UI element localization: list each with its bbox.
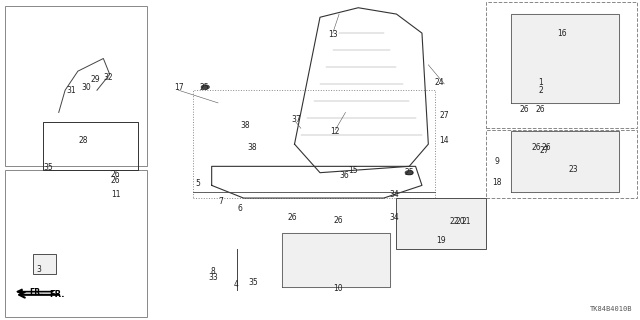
Text: 21: 21 (462, 217, 471, 226)
Text: 26: 26 (110, 170, 120, 179)
Text: 10: 10 (333, 284, 342, 293)
Text: 18: 18 (492, 178, 502, 187)
Text: 9: 9 (495, 157, 500, 166)
Text: 3: 3 (36, 265, 41, 274)
Text: 26: 26 (333, 216, 343, 225)
Bar (33, 253, 56, 274)
Text: 6: 6 (238, 204, 243, 213)
Text: 20: 20 (456, 217, 465, 226)
Text: 2: 2 (538, 86, 543, 95)
Text: 8: 8 (211, 267, 215, 276)
Text: 26: 26 (541, 143, 551, 152)
Text: 12: 12 (330, 127, 340, 136)
Text: 7: 7 (219, 197, 223, 206)
Polygon shape (282, 233, 390, 287)
Text: 13: 13 (328, 30, 337, 39)
Text: 34: 34 (390, 212, 399, 222)
Text: 25: 25 (404, 168, 414, 177)
Text: 32: 32 (103, 73, 113, 82)
Text: 31: 31 (66, 86, 76, 95)
Text: 16: 16 (557, 28, 567, 38)
Polygon shape (511, 14, 620, 103)
Text: 27: 27 (540, 146, 549, 155)
Text: 37: 37 (291, 115, 301, 124)
Text: 30: 30 (81, 83, 91, 92)
Text: FR.: FR. (49, 290, 65, 299)
Text: TK84B4010B: TK84B4010B (589, 306, 632, 312)
Text: 28: 28 (78, 136, 88, 146)
Text: 19: 19 (436, 236, 446, 245)
Bar (396, 198, 486, 249)
Bar (486, 2, 637, 128)
Text: 36: 36 (339, 172, 349, 180)
Text: 25: 25 (200, 83, 209, 92)
Polygon shape (511, 132, 620, 192)
Text: 26: 26 (532, 143, 541, 152)
Text: 4: 4 (234, 280, 238, 289)
Text: 27: 27 (440, 111, 449, 120)
Text: 26: 26 (110, 176, 120, 185)
Text: 15: 15 (348, 166, 358, 175)
Text: 1: 1 (538, 78, 543, 87)
Text: 26: 26 (535, 105, 545, 114)
Text: 11: 11 (111, 190, 121, 199)
Text: 5: 5 (195, 179, 200, 188)
Text: 23: 23 (569, 165, 579, 174)
Text: 33: 33 (208, 273, 218, 282)
Text: 38: 38 (247, 143, 257, 152)
Text: 22: 22 (449, 217, 459, 226)
Text: 24: 24 (435, 78, 444, 87)
Bar (4, 6, 147, 166)
Circle shape (405, 171, 413, 175)
Bar (4, 170, 147, 317)
Text: 35: 35 (43, 164, 52, 172)
Text: 35: 35 (249, 278, 259, 287)
Text: FR.: FR. (29, 288, 44, 297)
Bar (193, 90, 435, 198)
Text: 34: 34 (390, 190, 399, 199)
Bar (486, 130, 637, 198)
Text: 14: 14 (440, 136, 449, 146)
Text: 26: 26 (287, 212, 297, 222)
Circle shape (202, 85, 209, 89)
Text: 38: 38 (241, 121, 250, 130)
Text: 26: 26 (519, 105, 529, 114)
Text: 29: 29 (91, 75, 100, 84)
Text: 17: 17 (173, 83, 183, 92)
